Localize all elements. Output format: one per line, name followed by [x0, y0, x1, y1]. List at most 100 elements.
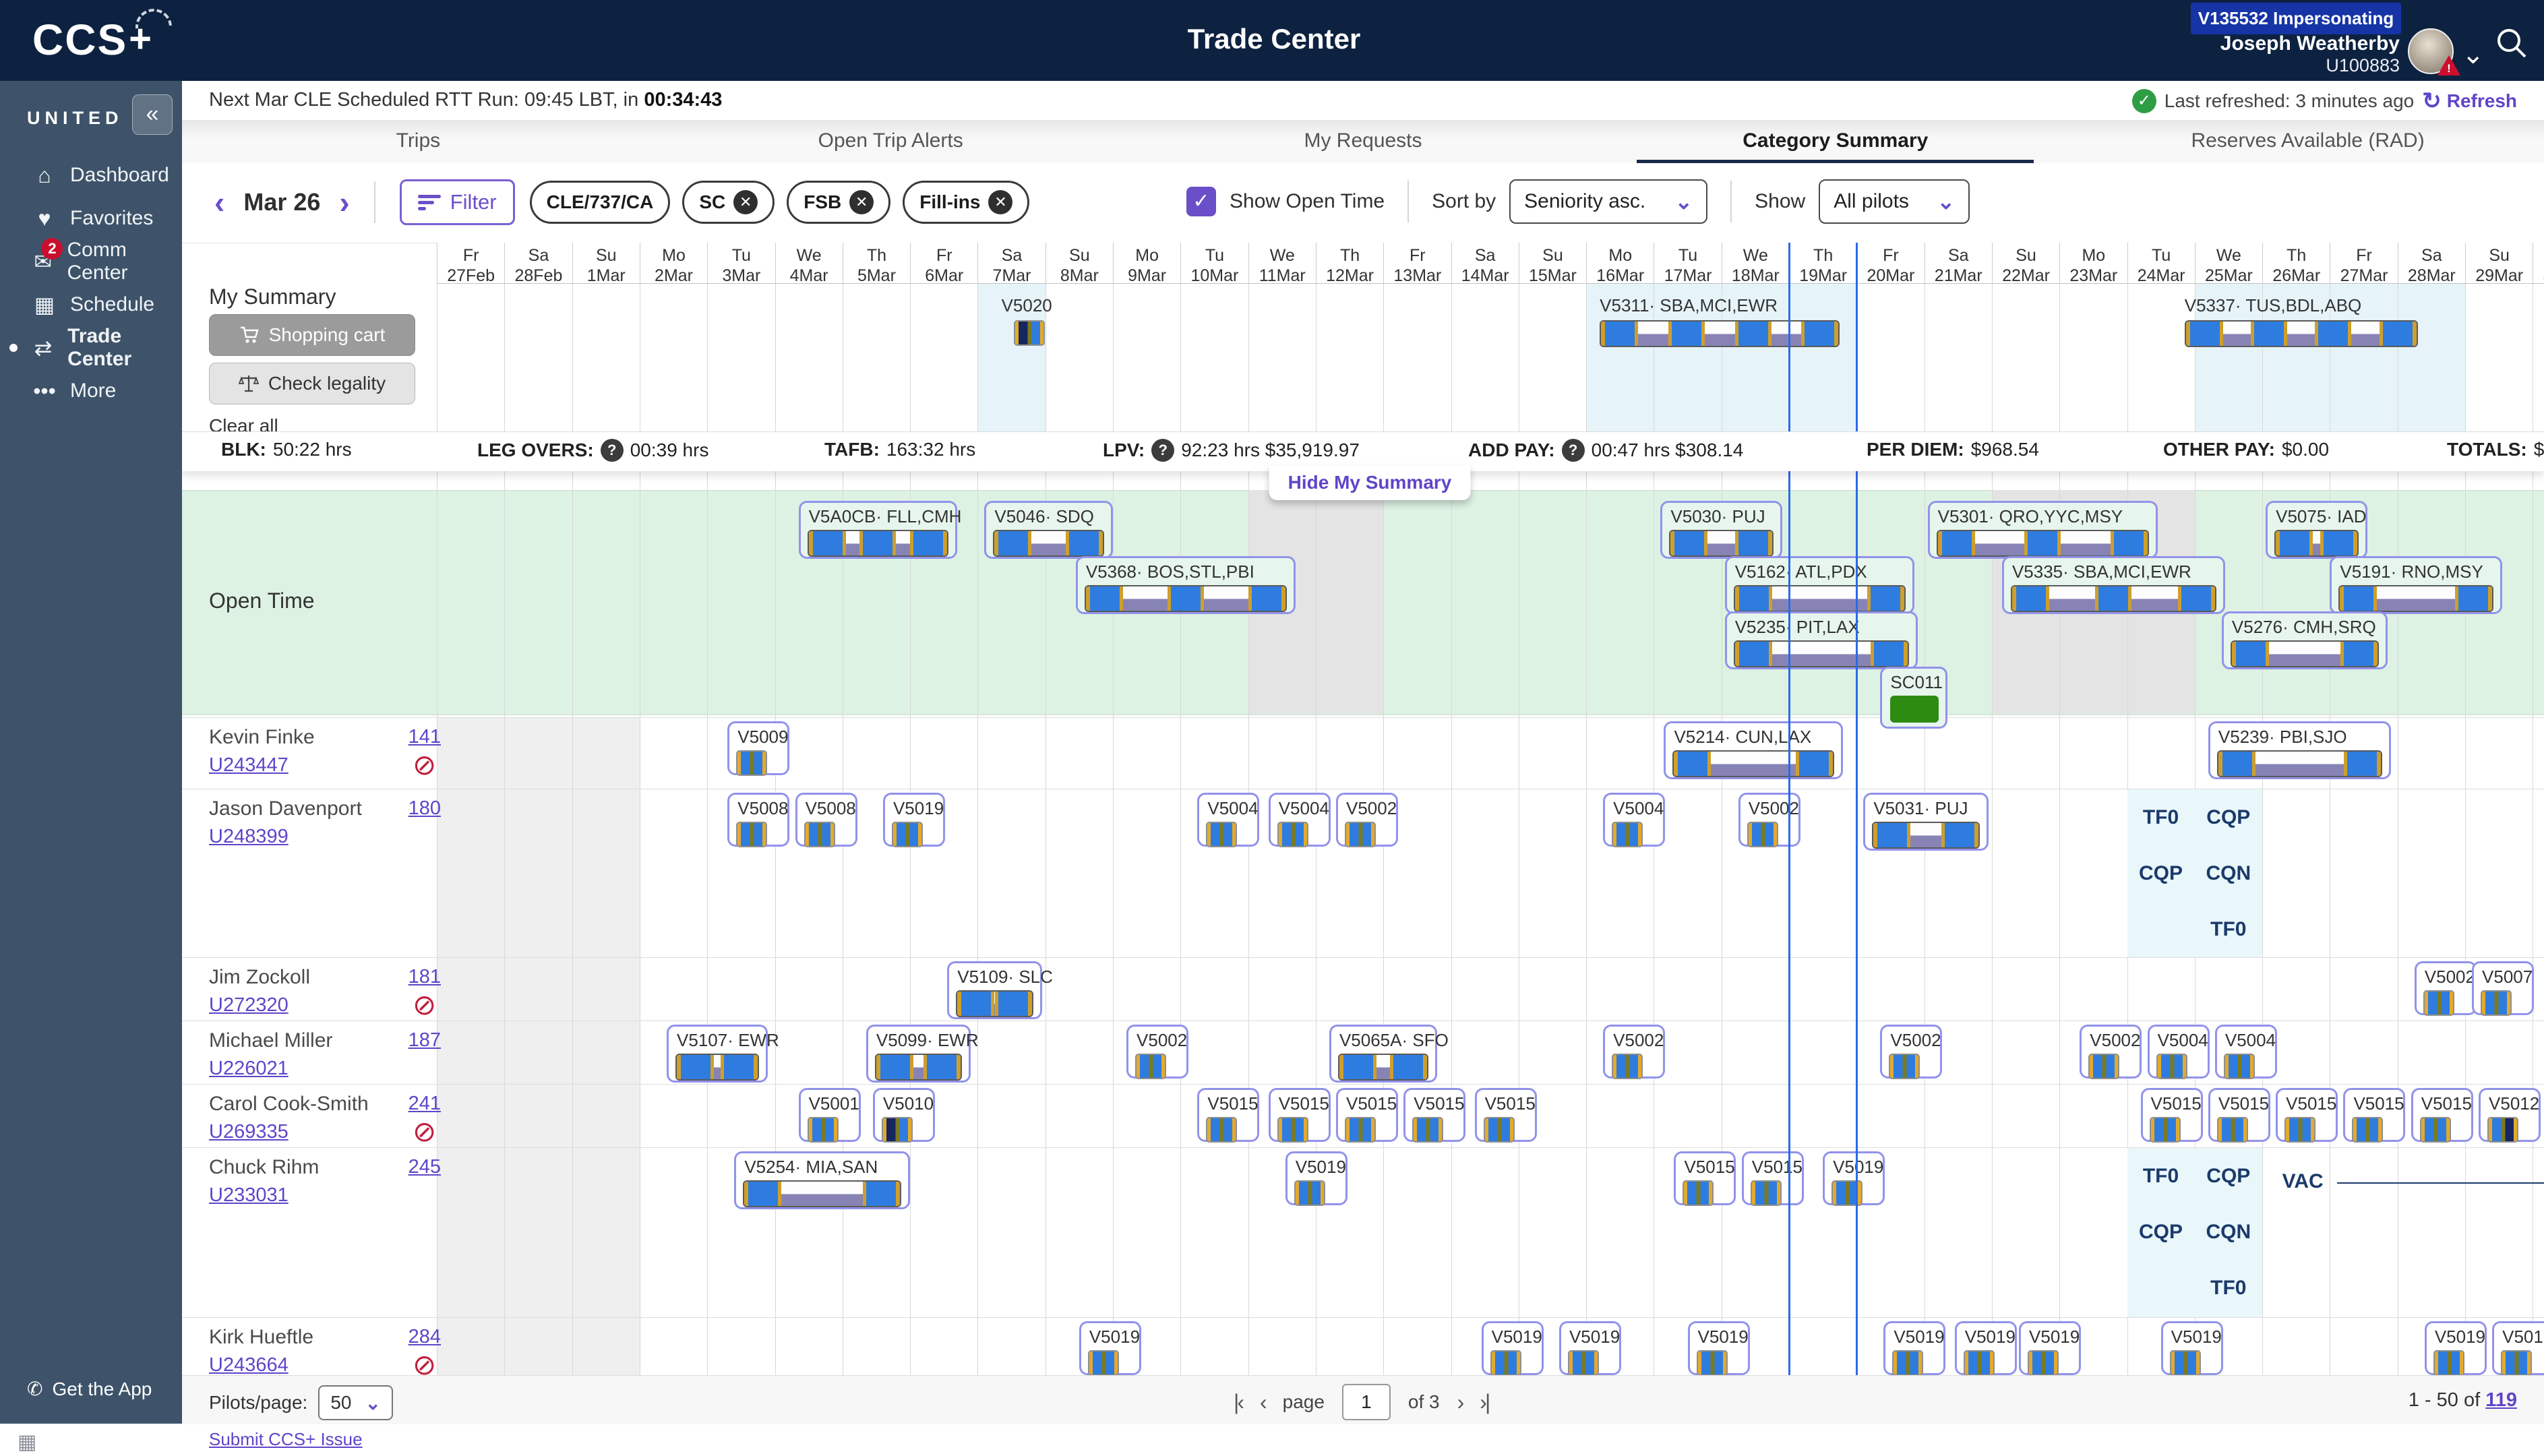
trip-card[interactable]: V5254· MIA,SAN	[734, 1151, 911, 1209]
pilot-id-link[interactable]: U243447	[209, 754, 289, 776]
trip-card[interactable]: V5015	[2343, 1088, 2406, 1143]
trip-card[interactable]: V5107· EWR	[667, 1025, 779, 1083]
tab-reserves-available-rad-[interactable]: Reserves Available (RAD)	[2191, 129, 2425, 152]
trip-card[interactable]: V5019	[1954, 1321, 2017, 1376]
trip-card[interactable]: V5002	[1738, 793, 1800, 847]
trip-card[interactable]: V5015	[1674, 1151, 1736, 1206]
hide-my-summary-button[interactable]: Hide My Summary	[1269, 465, 1471, 500]
next-page-button[interactable]: ›	[1457, 1389, 1465, 1414]
trip-card[interactable]: V5010	[872, 1088, 935, 1143]
trip-card[interactable]: V5019	[882, 793, 945, 847]
trip-card[interactable]: V5004	[1268, 793, 1331, 847]
trip-card[interactable]: V5015	[2276, 1088, 2338, 1143]
trip-card[interactable]: V5075· IAD	[2266, 501, 2367, 559]
sidebar-item-trade-center[interactable]: ⇄ Trade Center	[0, 325, 182, 370]
first-page-button[interactable]: |‹	[1234, 1389, 1244, 1414]
trip-card[interactable]: V5065A· SFO	[1329, 1025, 1449, 1083]
pilot-seniority-link[interactable]: 245	[408, 1156, 441, 1178]
grid-icon[interactable]: ▦	[18, 1431, 37, 1453]
trip-card[interactable]: V5002	[1603, 1025, 1666, 1079]
trip-card[interactable]: V5239· PBI,SJO	[2208, 721, 2391, 779]
pilot-id-link[interactable]: U226021	[209, 1058, 289, 1079]
filter-chip[interactable]: Fill-ins ✕	[903, 181, 1030, 224]
my-summary-trip[interactable]: V5020	[1002, 295, 1052, 346]
trip-card[interactable]: V5012	[2479, 1088, 2541, 1143]
trip-card[interactable]: V5368· BOS,STL,PBI	[1075, 556, 1296, 614]
pilot-seniority-link[interactable]: 241	[408, 1093, 441, 1114]
sidebar-item-comm-center[interactable]: ✉ 2 Comm Center	[0, 238, 182, 284]
show-open-time-checkbox[interactable]: ✓	[1186, 187, 1216, 216]
tab-my-requests[interactable]: My Requests	[1304, 129, 1422, 152]
trip-card[interactable]: V5015	[2411, 1088, 2473, 1143]
help-icon[interactable]: ?	[1151, 439, 1175, 462]
sidebar-item-schedule[interactable]: ▦ Schedule	[0, 286, 182, 324]
trip-card[interactable]: V5018	[2492, 1321, 2544, 1376]
prev-day-button[interactable]: ‹	[214, 185, 225, 220]
trip-card[interactable]: V5009	[727, 721, 790, 776]
trip-card[interactable]: V5004	[2214, 1025, 2277, 1079]
pilot-seniority-link[interactable]: 141	[408, 726, 441, 748]
trip-card[interactable]: V5019	[2019, 1321, 2082, 1376]
trip-card[interactable]: V5002	[2414, 961, 2477, 1016]
prev-page-button[interactable]: ‹	[1259, 1389, 1267, 1414]
trip-card[interactable]: V5015	[2208, 1088, 2270, 1143]
trip-card[interactable]: V5019	[1079, 1321, 1141, 1376]
show-pilots-select[interactable]: All pilots ⌄	[1819, 179, 1970, 224]
pilot-id-link[interactable]: U269335	[209, 1121, 289, 1143]
trip-card[interactable]: V5004	[1197, 793, 1260, 847]
last-page-button[interactable]: ›|	[1480, 1389, 1490, 1414]
sort-by-select[interactable]: Seniority asc. ⌄	[1509, 179, 1708, 224]
trip-card[interactable]: V5015	[1741, 1151, 1804, 1206]
trip-card[interactable]: V5031· PUJ	[1863, 793, 1989, 851]
remove-chip-icon[interactable]: ✕	[733, 190, 758, 214]
pilot-id-link[interactable]: U233031	[209, 1184, 289, 1206]
trip-card[interactable]: V5046· SDQ	[984, 501, 1113, 559]
trip-card[interactable]: V5008	[795, 793, 857, 847]
trip-card[interactable]: V5235· PIT,LAX	[1724, 611, 1918, 669]
tab-category-summary[interactable]: Category Summary	[1599, 120, 2071, 163]
remove-chip-icon[interactable]: ✕	[988, 190, 1013, 214]
filter-chip[interactable]: FSB ✕	[787, 181, 891, 224]
filter-button[interactable]: Filter	[399, 179, 515, 225]
tab-trips[interactable]: Trips	[396, 129, 441, 152]
pilot-seniority-link[interactable]: 187	[408, 1029, 441, 1051]
filter-chip[interactable]: SC ✕	[682, 181, 775, 224]
trip-card[interactable]: V5015	[1403, 1088, 1466, 1143]
total-results-link[interactable]: 119	[2485, 1389, 2517, 1411]
trip-card[interactable]: V5015	[1268, 1088, 1331, 1143]
trip-card[interactable]: V5335· SBA,MCI,EWR	[2001, 556, 2225, 614]
help-icon[interactable]: ?	[1561, 439, 1585, 462]
trip-card[interactable]: V5A0CB· FLL,CMH	[798, 501, 961, 559]
trip-card[interactable]: V5099· EWR	[866, 1025, 979, 1083]
pilots-per-page-select[interactable]: 50 ⌄	[318, 1385, 393, 1420]
collapse-sidebar-button[interactable]: «	[132, 94, 173, 135]
sidebar-item-dashboard[interactable]: ⌂ Dashboard	[0, 156, 182, 194]
trip-card[interactable]: V5002	[2080, 1025, 2142, 1079]
pilot-seniority-link[interactable]: 180	[408, 797, 441, 819]
trip-card[interactable]: V5301· QRO,YYC,MSY	[1927, 501, 2158, 559]
trip-card[interactable]: V5109· SLC	[947, 961, 1053, 1019]
trip-card[interactable]: V5030· PUJ	[1660, 501, 1782, 559]
remove-chip-icon[interactable]: ✕	[849, 190, 874, 214]
refresh-button[interactable]: ↻ Refresh	[2422, 88, 2517, 114]
trip-card[interactable]: V5001	[798, 1088, 861, 1143]
trip-card[interactable]: V5004	[2147, 1025, 2210, 1079]
trip-card[interactable]: V5162· ATL,PDX	[1724, 556, 1914, 614]
trip-card[interactable]: V5191· RNO,MSY	[2330, 556, 2503, 614]
ccs-logo[interactable]: CCS +	[32, 1, 180, 65]
trip-card[interactable]: V5019	[2160, 1321, 2223, 1376]
trip-card[interactable]: V5002	[1335, 793, 1398, 847]
submit-issue-link[interactable]: Submit CCS+ Issue	[209, 1429, 363, 1449]
trip-card[interactable]: V5214· CUN,LAX	[1664, 721, 1844, 779]
next-day-button[interactable]: ›	[339, 185, 350, 220]
trip-card[interactable]: V5015	[2140, 1088, 2203, 1143]
trip-card[interactable]: SC011	[1880, 667, 1948, 729]
pilot-id-link[interactable]: U243664	[209, 1354, 289, 1376]
trip-card[interactable]: V5019	[1883, 1321, 1946, 1376]
sidebar-item-more[interactable]: ••• More	[0, 372, 182, 410]
trip-card[interactable]: V5015	[1335, 1088, 1398, 1143]
tab-open-trip-alerts[interactable]: Open Trip Alerts	[818, 129, 963, 152]
trip-card[interactable]: V5019	[1481, 1321, 1544, 1376]
avatar[interactable]: !	[2408, 28, 2460, 75]
trip-card[interactable]: V5007	[2472, 961, 2535, 1016]
